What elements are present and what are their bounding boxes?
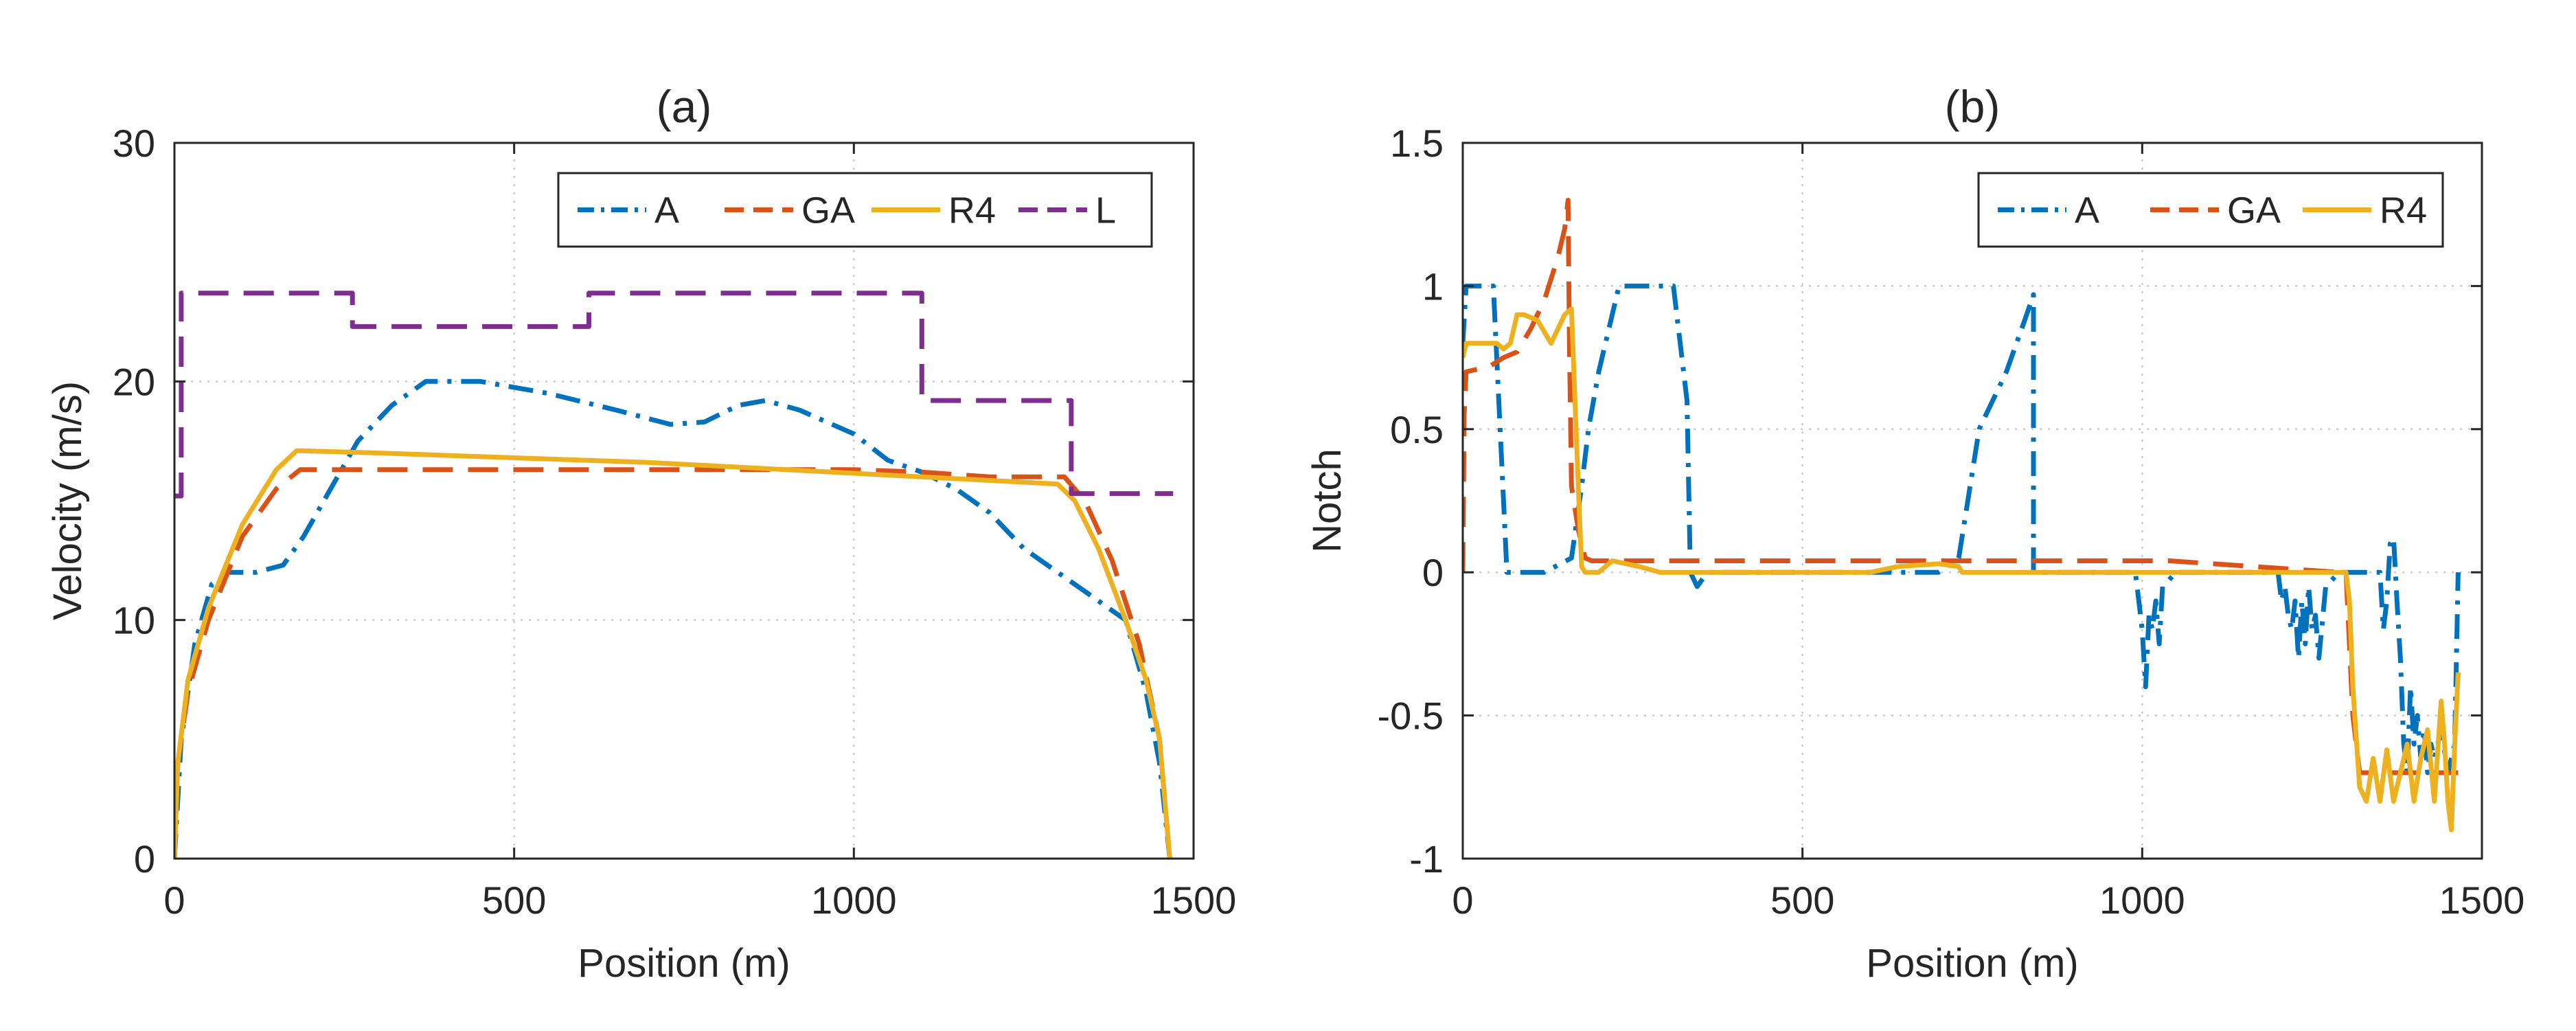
grid <box>1463 143 2482 859</box>
series-line-R4 <box>1463 306 2461 832</box>
series-group <box>1463 197 2461 832</box>
x-tick-label: 1000 <box>2099 879 2185 922</box>
chart-title: (b) <box>1945 81 2001 132</box>
x-tick-label: 0 <box>1452 879 1473 922</box>
x-tick-label: 500 <box>1770 879 1834 922</box>
y-tick-label: 1.5 <box>1390 122 1444 165</box>
chart-title: (a) <box>657 81 712 132</box>
y-tick-label: -1 <box>1409 837 1444 881</box>
x-axis-label: Position (m) <box>1866 941 2078 986</box>
axes-box <box>1461 141 2483 860</box>
series-group <box>174 291 1174 859</box>
grid <box>174 143 1194 859</box>
ticks: 0 500 1000 1500 -1 -0.5 0 0.5 1 1.5 <box>1378 122 2525 922</box>
x-tick-label: 0 <box>163 879 185 922</box>
y-axis-label: Notch <box>1305 449 1349 553</box>
y-tick-label: 0.5 <box>1390 408 1444 451</box>
legend-label-A: A <box>2075 190 2099 231</box>
y-tick-label: 20 <box>113 360 155 403</box>
series-line-L <box>174 291 1174 499</box>
y-tick-label: 1 <box>1422 264 1444 308</box>
legend: A GA R4 <box>1977 172 2444 248</box>
legend-label-GA: GA <box>2227 190 2281 231</box>
legend-label-R4: R4 <box>948 190 996 231</box>
x-tick-label: 1500 <box>2439 879 2525 922</box>
legend: A GA R4 L <box>557 172 1153 248</box>
legend-label-GA: GA <box>801 190 855 231</box>
y-tick-label: 30 <box>113 122 155 165</box>
x-tick-label: 500 <box>482 879 546 922</box>
legend-label-A: A <box>654 190 679 231</box>
chart-a-velocity: 0 500 1000 1500 0 10 20 30 (a) Position (m) Veloci… <box>45 81 1236 986</box>
ticks: 0 500 1000 1500 0 10 20 30 <box>113 122 1237 922</box>
y-axis-label: Velocity (m/s) <box>45 381 90 620</box>
axes-box <box>173 141 1195 860</box>
chart-b-notch: 0 500 1000 1500 -1 -0.5 0 0.5 1 1.5 (b) Position (m… <box>1305 81 2524 986</box>
x-axis-label: Position (m) <box>578 941 790 986</box>
series-line-GA <box>174 467 1172 859</box>
x-tick-label: 1500 <box>1151 879 1237 922</box>
y-tick-label: 0 <box>1422 551 1444 594</box>
y-tick-label: 0 <box>134 837 155 881</box>
legend-label-R4: R4 <box>2380 190 2427 231</box>
y-tick-label: -0.5 <box>1378 694 1444 738</box>
series-line-A <box>1463 283 2461 775</box>
y-tick-label: 10 <box>113 599 155 642</box>
legend-label-L: L <box>1095 190 1116 231</box>
series-line-R4 <box>174 448 1172 859</box>
x-tick-label: 1000 <box>811 879 897 922</box>
